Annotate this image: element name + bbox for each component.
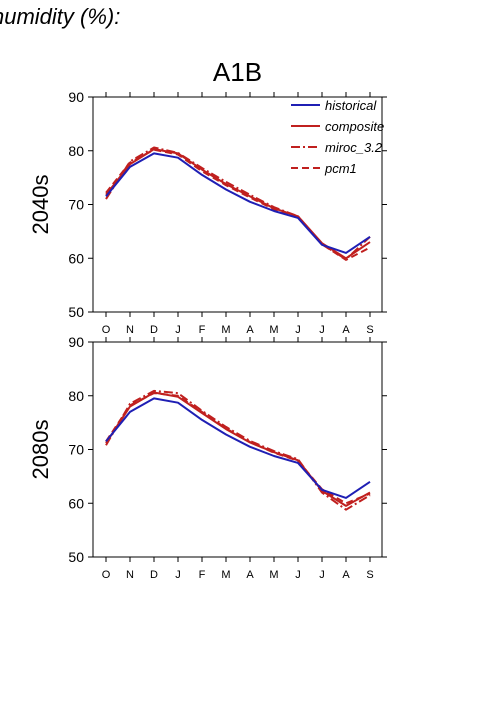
legend-label: pcm1 (324, 161, 357, 176)
x-tick-label: M (269, 569, 278, 581)
legend-label: historical (325, 98, 377, 113)
chart-title: A1B (213, 57, 262, 87)
y-axis-label: 2080s (28, 420, 53, 480)
y-tick-label: 80 (68, 143, 84, 159)
x-tick-label: A (342, 324, 350, 336)
x-tick-label: J (295, 324, 301, 336)
y-tick-label: 90 (68, 334, 84, 350)
x-tick-label: J (175, 324, 181, 336)
x-tick-label: J (295, 569, 301, 581)
x-tick-label: S (366, 324, 373, 336)
series-line-historical (105, 152, 371, 254)
x-tick-label: J (175, 569, 181, 581)
x-tick-label: O (102, 569, 111, 581)
y-axis-label: 2040s (28, 175, 53, 235)
x-tick-label: M (221, 569, 230, 581)
y-tick-label: 60 (68, 495, 84, 511)
x-tick-label: F (199, 569, 206, 581)
series-line-miroc-3-2 (105, 389, 371, 511)
x-tick-label: N (126, 324, 134, 336)
legend-label: composite (325, 119, 384, 134)
x-tick-label: F (199, 324, 206, 336)
x-tick-label: A (246, 569, 254, 581)
y-tick-label: 70 (68, 442, 84, 458)
x-tick-label: A (342, 569, 350, 581)
x-tick-label: N (126, 569, 134, 581)
series-line-historical (105, 397, 371, 499)
x-tick-label: A (246, 324, 254, 336)
series-line-pcm1 (105, 392, 371, 505)
legend-label: miroc_3.2 (325, 140, 383, 155)
x-tick-label: M (221, 324, 230, 336)
x-tick-label: O (102, 324, 111, 336)
y-tick-label: 60 (68, 250, 84, 266)
x-tick-label: M (269, 324, 278, 336)
x-tick-label: J (319, 569, 325, 581)
y-tick-label: 80 (68, 388, 84, 404)
x-tick-label: D (150, 569, 158, 581)
plot-frame (92, 341, 383, 558)
y-tick-label: 50 (68, 549, 84, 565)
series-line-composite (105, 391, 371, 507)
x-tick-label: D (150, 324, 158, 336)
x-tick-label: S (366, 569, 373, 581)
x-tick-label: J (319, 324, 325, 336)
y-tick-label: 50 (68, 304, 84, 320)
figure-heading: humidity (%): (0, 4, 121, 29)
y-tick-label: 90 (68, 89, 84, 105)
y-tick-label: 70 (68, 197, 84, 213)
